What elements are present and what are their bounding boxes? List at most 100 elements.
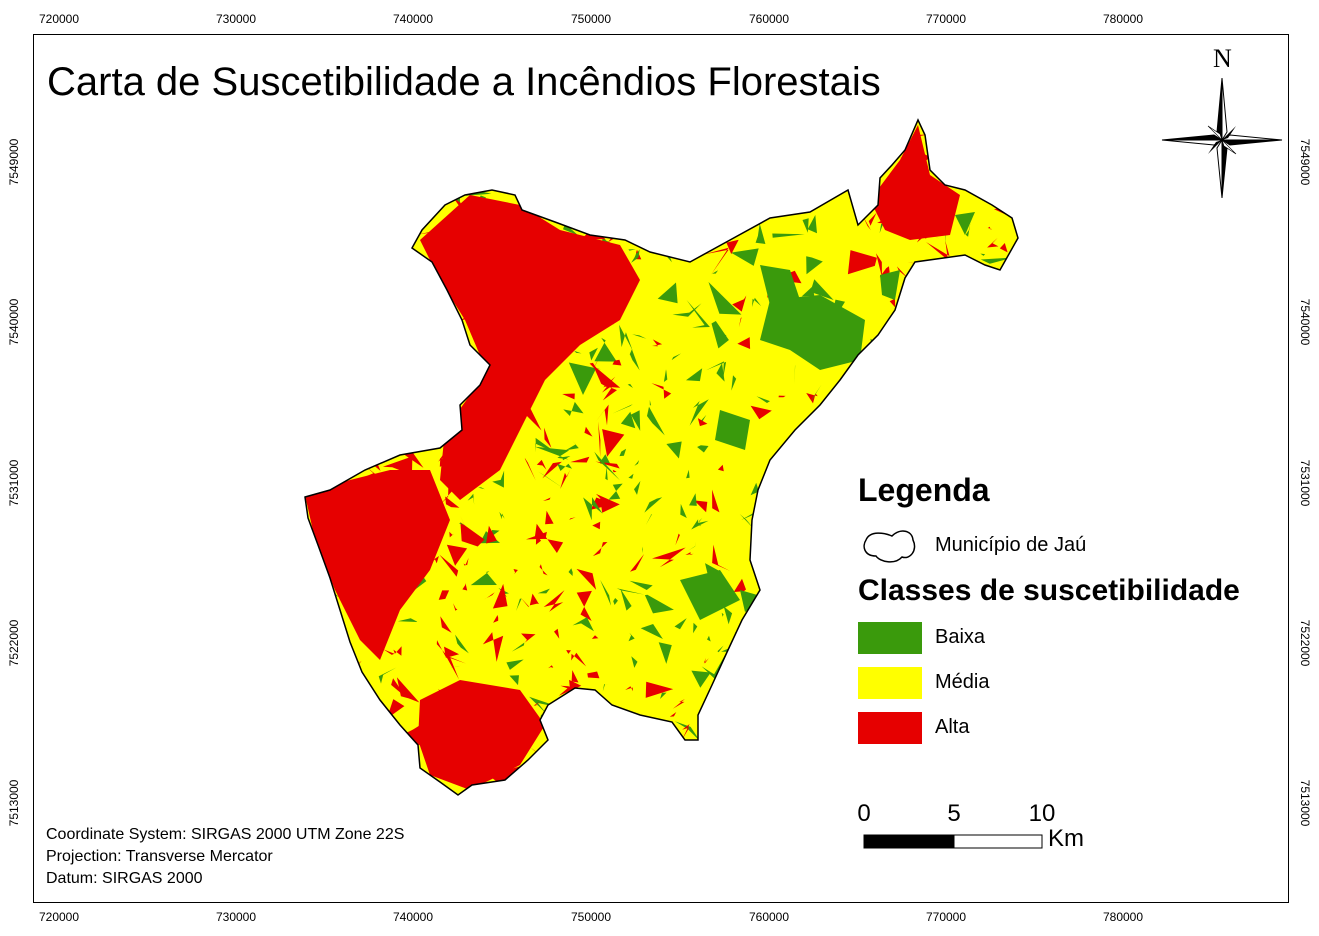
alta-patch [591, 635, 599, 639]
baixa-patch [658, 642, 672, 664]
baixa-patch [980, 253, 986, 256]
baixa-patch [358, 709, 364, 714]
baixa-patch [770, 518, 789, 537]
alta-patch [534, 523, 564, 553]
baixa-patch [348, 155, 353, 163]
alta-patch [401, 410, 414, 421]
baixa-patch [762, 492, 781, 509]
alta-patch [903, 310, 911, 320]
alta-patch [639, 751, 651, 761]
alta-patch [536, 791, 544, 795]
alta-patch [340, 326, 362, 345]
baixa-patch [628, 473, 634, 479]
alta-patch [987, 237, 999, 248]
alta-patch [592, 521, 601, 530]
alta-patch [682, 724, 690, 740]
x-tick-top: 740000 [392, 12, 434, 26]
baixa-patch [656, 780, 665, 792]
baixa-patch [535, 437, 557, 454]
coordinate-system-text: Coordinate System: SIRGAS 2000 UTM Zone … [46, 826, 405, 843]
baixa-patch [391, 129, 394, 135]
baixa-patch [652, 131, 666, 154]
alta-patch [313, 298, 320, 304]
alta-patch [568, 745, 590, 781]
alta-patch [559, 770, 574, 795]
alta-patch [616, 775, 644, 795]
alta-patch [485, 120, 490, 139]
baixa-patch [502, 150, 512, 160]
alta-patch [341, 127, 359, 136]
baixa-patch [698, 733, 718, 756]
baixa-patch [644, 594, 674, 614]
alta-patch [773, 174, 781, 180]
alta-patch [536, 459, 547, 470]
alta-patch [315, 239, 348, 258]
alta-patch [439, 554, 459, 577]
baixa-patch [868, 790, 894, 795]
alta-patch [652, 339, 663, 347]
baixa-patch [357, 187, 359, 194]
alta-patch [738, 317, 742, 328]
baixa-patch [711, 321, 729, 349]
alta-patch [969, 137, 992, 151]
baixa-patch [632, 129, 653, 146]
baixa-patch [706, 737, 726, 748]
alta-patch [694, 500, 708, 513]
baixa-patch [634, 460, 640, 466]
baixa-patch [550, 757, 558, 766]
alta-patch [946, 161, 964, 172]
alta-patch [562, 203, 567, 209]
alta-patch [429, 803, 439, 814]
baixa-patch [563, 401, 584, 416]
alta-patch [305, 694, 319, 720]
baixa-patch [620, 777, 630, 785]
baixa-patch [805, 583, 819, 593]
baixa-patch [372, 274, 383, 289]
alta-patch [922, 686, 931, 696]
alta-patch [602, 166, 609, 174]
baixa-patch [689, 493, 697, 506]
alta-patch [370, 396, 375, 402]
datum-text: Datum: SIRGAS 2000 [46, 870, 203, 887]
alta-patch [941, 753, 951, 763]
baixa-patch [305, 548, 316, 555]
baixa-patch [499, 511, 505, 520]
alta-patch [446, 544, 468, 566]
baixa-patch [544, 169, 552, 184]
scale-unit: Km [1048, 825, 1084, 852]
alta-patch [319, 721, 331, 732]
alta-patch [736, 648, 743, 666]
alta-patch [321, 267, 328, 281]
baixa-patch [379, 136, 391, 144]
alta-patch [685, 552, 694, 555]
baixa-patch [444, 149, 448, 154]
baixa-patch [980, 257, 1011, 264]
alta-patch [335, 157, 353, 168]
alta-patch [386, 295, 403, 312]
alta-patch [315, 428, 351, 451]
alta-patch [712, 544, 731, 572]
alta-patch [314, 798, 318, 807]
alta-patch [745, 714, 754, 722]
baixa-patch [593, 223, 599, 233]
class-baixa-zone [955, 212, 975, 235]
alta-patch [331, 416, 337, 419]
baixa-patch [755, 223, 766, 244]
baixa-patch [642, 546, 643, 553]
baixa-patch [686, 300, 710, 328]
baixa-patch [694, 120, 708, 125]
baixa-patch [528, 126, 541, 143]
baixa-patch [657, 282, 678, 304]
x-tick-top: 730000 [215, 12, 257, 26]
alta-patch [445, 496, 460, 508]
alta-patch [581, 152, 592, 155]
alta-patch [471, 120, 485, 136]
alta-patch [414, 415, 430, 425]
alta-patch [412, 165, 431, 184]
class-baixa-zone [715, 410, 750, 450]
alta-patch [453, 603, 458, 611]
alta-patch [566, 650, 571, 654]
alta-patch [420, 176, 427, 190]
alta-patch [975, 130, 994, 144]
alta-patch [886, 120, 895, 144]
